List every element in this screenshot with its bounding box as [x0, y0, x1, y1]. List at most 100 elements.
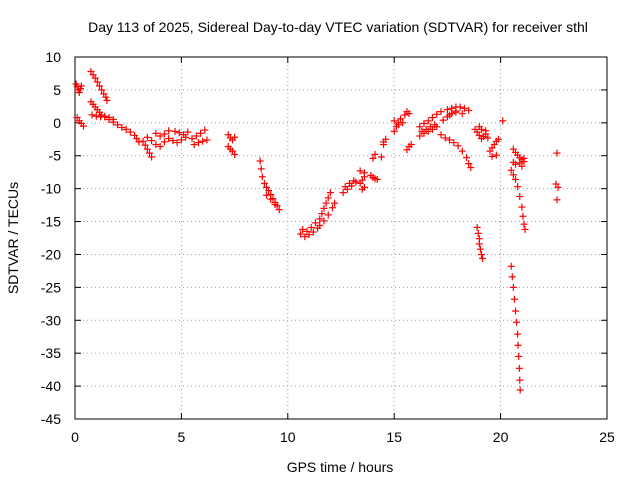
data-point-plus — [135, 138, 143, 146]
y-tick-label: -35 — [41, 345, 61, 361]
plot-frame — [74, 56, 608, 420]
data-point-plus — [407, 141, 415, 149]
data-point-plus — [360, 183, 368, 191]
data-point-plus — [160, 138, 168, 146]
data-point-plus — [331, 199, 339, 207]
x-tick-label: 5 — [178, 429, 186, 445]
data-point-plus — [256, 157, 264, 165]
data-point-plus — [201, 126, 209, 134]
data-point-plus — [507, 262, 515, 270]
data-point-plus — [516, 376, 524, 384]
data-point-plus — [156, 132, 164, 140]
data-point-plus — [165, 135, 173, 143]
data-point-plus — [515, 364, 523, 372]
data-point-plus — [426, 123, 434, 131]
data-point-plus — [369, 154, 377, 162]
data-point-plus — [380, 141, 388, 149]
data-point-plus — [190, 141, 198, 149]
data-point-plus — [482, 127, 490, 135]
data-point-plus — [441, 134, 449, 142]
x-tick-label: 20 — [493, 429, 509, 445]
data-point-plus — [511, 307, 519, 315]
data-point-plus — [390, 117, 398, 125]
x-tick-label: 0 — [71, 429, 79, 445]
data-point-plus — [458, 110, 466, 118]
data-point-plus — [390, 127, 398, 135]
y-tick-label: -20 — [41, 246, 61, 262]
data-point-plus — [301, 233, 309, 241]
data-point-plus — [188, 135, 196, 143]
data-point-plus — [118, 123, 126, 131]
data-point-plus — [75, 89, 83, 97]
data-point-plus — [105, 114, 113, 122]
data-point-plus — [433, 110, 441, 118]
data-point-plus — [454, 142, 462, 150]
data-point-plus — [476, 245, 484, 253]
data-point-plus — [463, 154, 471, 162]
data-point-plus — [95, 82, 103, 90]
data-point-plus — [109, 116, 117, 124]
data-point-plus — [424, 117, 432, 125]
data-point-plus — [516, 386, 524, 394]
data-point-plus — [98, 86, 106, 94]
data-point-plus — [519, 212, 527, 220]
data-point-plus — [405, 110, 413, 118]
data-point-plus — [511, 175, 519, 183]
data-point-plus — [514, 330, 522, 338]
data-point-plus — [199, 137, 207, 145]
data-point-plus — [511, 160, 519, 168]
data-point-plus — [508, 273, 516, 281]
data-point-plus — [515, 352, 523, 360]
data-point-plus — [418, 127, 426, 135]
data-point-plus — [160, 130, 168, 138]
y-tick-label: -30 — [41, 312, 61, 328]
data-point-plus — [231, 133, 239, 141]
data-point-plus — [88, 111, 96, 119]
data-point-plus — [148, 137, 156, 145]
data-point-plus — [382, 135, 390, 143]
data-point-plus — [346, 179, 354, 187]
data-point-plus — [143, 133, 151, 141]
data-point-plus — [350, 177, 358, 185]
data-point-plus — [316, 221, 324, 229]
data-point-plus — [446, 111, 454, 119]
y-tick-label: 5 — [53, 82, 61, 98]
data-point-plus — [499, 117, 507, 125]
data-point-plus — [316, 215, 324, 223]
x-tick-label: 15 — [386, 429, 402, 445]
data-point-plus — [231, 150, 239, 158]
data-point-plus — [477, 250, 485, 258]
data-point-plus — [299, 225, 307, 233]
data-point-plus — [474, 229, 482, 237]
data-point-plus — [420, 119, 428, 127]
data-point-plus — [394, 121, 402, 129]
data-point-plus — [479, 254, 487, 262]
data-point-plus — [467, 164, 475, 172]
axis-ticks: 0 5 10 15 20 25 10 5 0 -5 -10 -15 -20 -25 -30 -35 -40 -45 — [41, 49, 615, 445]
data-point-plus — [507, 166, 515, 174]
data-point-plus — [369, 173, 377, 181]
data-point-plus — [322, 199, 330, 207]
data-point-plus — [443, 106, 451, 114]
data-point-plus — [492, 151, 500, 159]
data-point-plus — [465, 106, 473, 114]
data-point-plus — [437, 108, 445, 116]
data-point-plus — [148, 153, 156, 161]
data-point-plus — [139, 137, 147, 145]
data-point-plus — [324, 211, 332, 219]
x-axis-label: GPS time / hours — [287, 459, 394, 475]
data-point-plus — [518, 203, 526, 211]
data-point-plus — [156, 143, 164, 151]
data-point-plus — [416, 132, 424, 140]
data-point-plus — [77, 82, 85, 90]
data-point-plus — [184, 128, 192, 136]
data-point-plus — [177, 136, 185, 144]
data-point-plus — [114, 121, 122, 129]
data-point-plus — [521, 225, 529, 233]
data-point-plus — [152, 141, 160, 149]
data-point-plus — [475, 240, 483, 248]
data-point-plus — [377, 153, 385, 161]
data-point-plus — [318, 210, 326, 218]
x-tick-label: 25 — [599, 429, 615, 445]
